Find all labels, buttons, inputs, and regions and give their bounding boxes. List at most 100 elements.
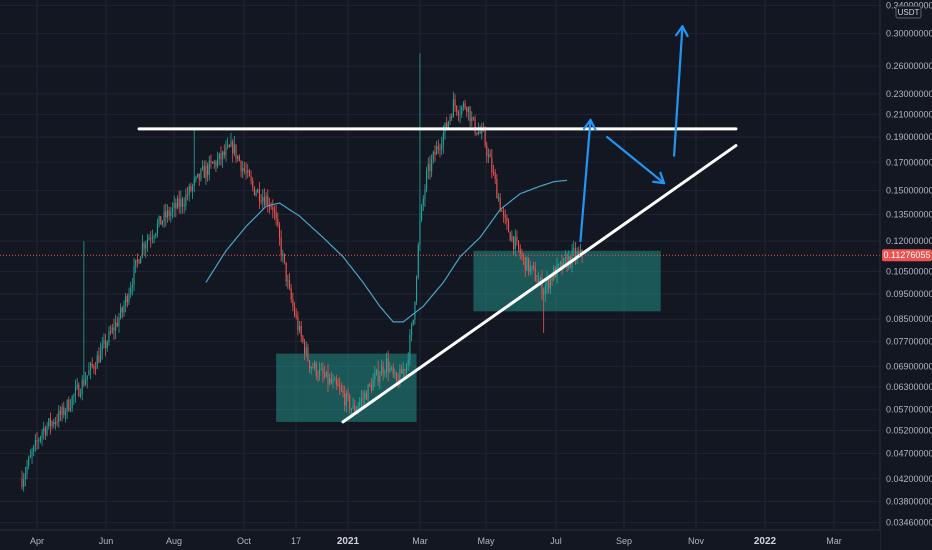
candle-body	[474, 118, 476, 133]
candle-body	[283, 253, 286, 263]
candle-body	[153, 236, 155, 238]
candle-body	[439, 148, 441, 150]
quote-unit-badge[interactable]: USDT	[895, 5, 922, 19]
candle-body	[262, 197, 264, 202]
candle-body	[426, 170, 428, 190]
candle-body	[225, 147, 227, 155]
candle-body	[354, 405, 356, 411]
candle-body	[497, 197, 500, 199]
candle-body	[494, 172, 496, 180]
price-tick-label: 0.17000000	[886, 157, 932, 167]
candle-body	[541, 277, 543, 295]
candle-body	[253, 186, 255, 196]
candle-body	[28, 457, 30, 467]
candle-body	[293, 306, 296, 316]
candle-body	[90, 363, 92, 371]
candle-body	[395, 372, 398, 381]
candle-body	[158, 216, 160, 224]
candle-body	[133, 266, 135, 285]
candle-body	[123, 305, 125, 313]
candle-body	[454, 99, 456, 107]
projection-arrow[interactable]	[672, 25, 684, 157]
candle-body	[44, 428, 46, 435]
candle-body	[36, 439, 38, 442]
candle-body	[434, 152, 436, 155]
candle-body	[185, 194, 187, 206]
candle-body	[100, 350, 102, 363]
candle-body	[349, 395, 351, 410]
candle-body	[130, 287, 132, 294]
price-tick-label: 0.19000000	[886, 132, 932, 142]
candle-body	[411, 324, 413, 336]
candle-body	[332, 380, 334, 384]
candle-body	[533, 265, 535, 268]
candle-body	[24, 473, 26, 480]
candle-body	[496, 179, 498, 199]
price-tick-label: 0.26000000	[886, 61, 932, 71]
candle-body	[564, 257, 566, 259]
support-trendline[interactable]	[341, 144, 738, 424]
candle-body	[548, 279, 550, 289]
candle-body	[171, 207, 174, 213]
candle-body	[315, 362, 317, 376]
candle-body	[518, 240, 520, 250]
candle-body	[456, 106, 458, 113]
candle-body	[240, 161, 242, 172]
candle-body	[46, 426, 48, 435]
price-tick-label: 0.03800000	[886, 496, 932, 506]
price-axis[interactable]: 0.34000000 0.30000000 0.26000000 0.23000000…	[886, 0, 932, 527]
candle-body	[121, 307, 123, 313]
candle-body	[305, 347, 307, 355]
price-axis-panel	[880, 0, 932, 550]
candle-body	[210, 160, 212, 163]
candle-body	[365, 393, 367, 400]
trendline-drawings[interactable]	[137, 25, 738, 424]
candle-body	[31, 451, 33, 456]
candle-body	[186, 194, 189, 196]
candle-body	[374, 374, 376, 380]
candle-body	[404, 369, 406, 372]
candle-body	[561, 261, 563, 269]
candle-body	[258, 189, 260, 201]
candle-body	[74, 387, 77, 395]
candle-body	[330, 378, 332, 384]
candle-body	[265, 196, 267, 205]
candle-body	[451, 116, 453, 118]
candle-body	[389, 368, 391, 373]
candle-body	[551, 278, 553, 281]
candle-body	[516, 237, 518, 241]
time-axis[interactable]: Apr Jun Aug Oct 17 2021 Mar May Jul Sep Nov 2022 Mar	[30, 536, 842, 547]
candle-body	[43, 428, 45, 432]
candle-body	[549, 278, 551, 289]
candle-body	[491, 157, 493, 172]
candle-body	[76, 384, 78, 388]
price-tick-label: 0.03460000	[886, 518, 932, 528]
candle-body	[446, 122, 448, 128]
candle-body	[310, 366, 312, 369]
time-axis-panel	[0, 530, 880, 550]
candle-body	[176, 198, 179, 209]
candle-body	[79, 393, 82, 397]
candle-body	[260, 200, 262, 202]
candle-body	[324, 374, 326, 377]
candle-body	[66, 400, 68, 412]
price-tick-label: 0.13500000	[886, 209, 932, 219]
projection-arrow-head	[582, 118, 597, 131]
candle-body	[559, 261, 561, 265]
candle-body	[447, 121, 449, 128]
candle-body	[526, 257, 528, 271]
candle-body	[93, 365, 95, 369]
candle-body	[345, 392, 347, 406]
candle-body	[120, 307, 122, 318]
candle-body	[64, 411, 67, 416]
last-price-label: 0.11276055	[884, 250, 931, 260]
price-tick-label: 0.23000000	[886, 89, 932, 99]
projection-arrow[interactable]	[606, 135, 666, 185]
candle-body	[574, 248, 576, 258]
candle-body	[499, 197, 501, 211]
candle-body	[207, 165, 209, 176]
candle-body	[382, 366, 384, 374]
candle-body	[242, 168, 244, 172]
projection-arrow[interactable]	[579, 118, 592, 243]
